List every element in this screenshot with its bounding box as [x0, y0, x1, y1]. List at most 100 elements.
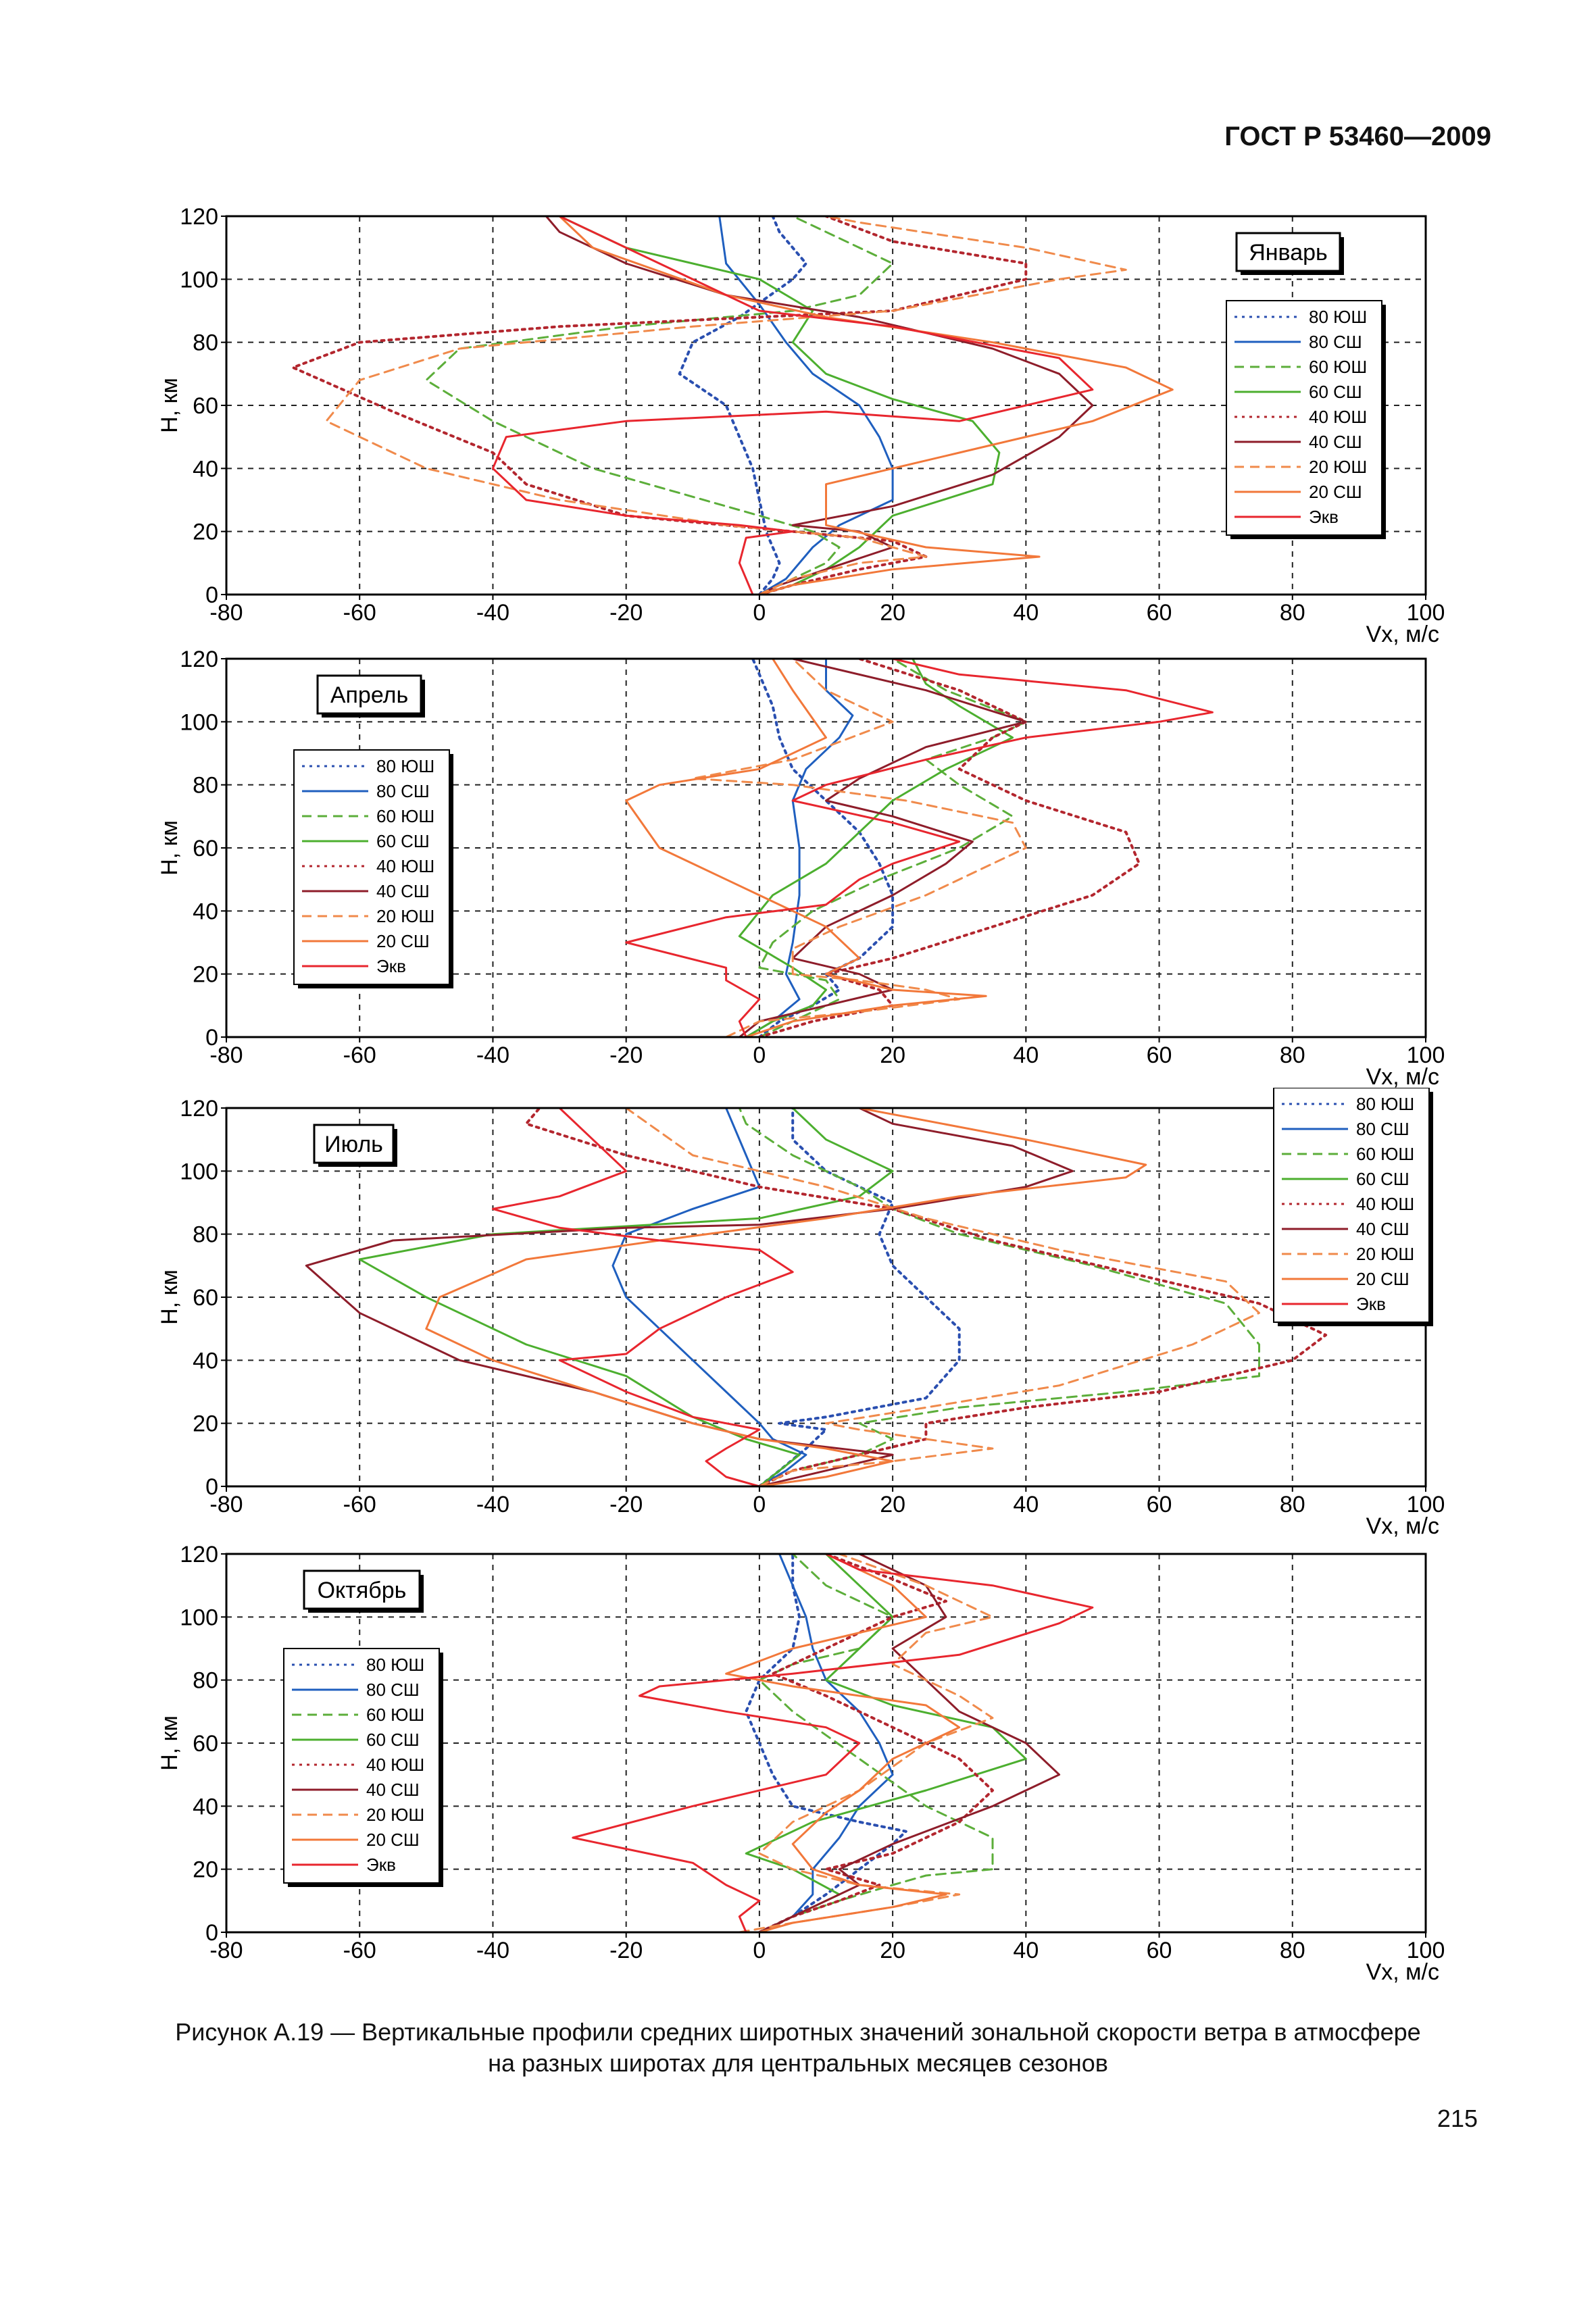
legend-label: Экв	[366, 1855, 396, 1875]
chart-title: Июль	[324, 1132, 383, 1157]
x-tick-label: -60	[343, 1492, 376, 1517]
y-tick-label: 80	[193, 773, 218, 799]
x-tick-label: 80	[1280, 1492, 1305, 1517]
y-axis-label: H, км	[157, 378, 182, 433]
legend-label: 80 ЮШ	[366, 1655, 424, 1675]
y-tick-label: 60	[193, 393, 218, 419]
x-axis-label: Vx, м/с	[1366, 1513, 1439, 1539]
x-tick-label: 40	[1013, 600, 1039, 626]
x-tick-label: -60	[343, 1042, 376, 1068]
series-line-20-СШ	[558, 216, 1174, 595]
legend-label: 40 ЮШ	[1356, 1194, 1414, 1214]
series-line-60-СШ	[738, 659, 1014, 1037]
x-tick-label: -80	[209, 600, 243, 626]
series-line-20-СШ	[425, 1108, 1147, 1486]
y-tick-label: 60	[193, 1731, 218, 1757]
x-tick-label: 100	[1407, 1492, 1445, 1517]
series-line-60-СШ	[558, 216, 1001, 595]
series-line-40-ЮШ	[757, 659, 1141, 1037]
y-tick-label: 100	[180, 1159, 218, 1184]
y-tick-label: 20	[193, 520, 218, 545]
legend-label: 20 ЮШ	[376, 906, 434, 926]
x-tick-label: -20	[609, 1492, 643, 1517]
series-line-Экв	[491, 1108, 794, 1486]
x-tick-label: 20	[880, 600, 905, 626]
y-tick-label: 120	[180, 1096, 218, 1122]
y-tick-label: 0	[205, 1474, 218, 1500]
series-group	[291, 216, 1174, 595]
legend-box	[1273, 1088, 1430, 1323]
x-tick-label: 60	[1147, 1042, 1172, 1068]
legend-label: Экв	[1309, 507, 1339, 527]
x-tick-label: 60	[1147, 1938, 1172, 1963]
series-group	[625, 659, 1214, 1037]
series-line-80-ЮШ	[751, 659, 895, 1037]
legend-label: 60 ЮШ	[1309, 357, 1367, 377]
x-tick-label: 0	[753, 1938, 766, 1963]
x-tick-label: -80	[209, 1938, 243, 1963]
legend-label: 80 СШ	[1309, 332, 1362, 352]
legend-label: 80 СШ	[366, 1680, 420, 1700]
series-line-40-ЮШ	[291, 216, 1028, 595]
series-line-80-СШ	[718, 216, 894, 595]
x-tick-label: 0	[753, 1042, 766, 1068]
x-tick-label: -60	[343, 600, 376, 626]
x-tick-label: 60	[1147, 1492, 1172, 1517]
series-line-40-ЮШ	[757, 1554, 994, 1932]
page-number: 215	[1437, 2105, 1478, 2132]
series-line-80-ЮШ	[757, 1108, 961, 1486]
chart-title: Январь	[1249, 240, 1328, 266]
x-tick-label: -80	[209, 1492, 243, 1517]
y-tick-label: 80	[193, 1222, 218, 1248]
legend-label: 20 СШ	[1309, 482, 1362, 502]
legend-label: 80 ЮШ	[1356, 1094, 1414, 1114]
legend-label: 60 СШ	[376, 831, 430, 851]
y-axis-label: H, км	[157, 1715, 182, 1771]
series-line-80-ЮШ	[745, 1554, 907, 1932]
y-tick-label: 60	[193, 1285, 218, 1311]
chart-title: Октябрь	[318, 1578, 407, 1603]
x-axis-label: Vx, м/с	[1366, 1064, 1439, 1090]
x-tick-label: -20	[609, 600, 643, 626]
y-tick-label: 120	[180, 647, 218, 672]
y-tick-label: 0	[205, 582, 218, 608]
x-tick-label: 100	[1407, 1042, 1445, 1068]
series-line-60-ЮШ	[425, 216, 894, 595]
x-tick-label: -80	[209, 1042, 243, 1068]
caption-line-1: Рисунок А.19 — Вертикальные профили сред…	[175, 2018, 1421, 2046]
series-line-80-СШ	[745, 659, 854, 1037]
x-tick-label: 80	[1280, 1938, 1305, 1963]
series-line-60-СШ	[358, 1108, 894, 1486]
x-tick-label: -20	[609, 1938, 643, 1963]
legend-label: Экв	[1356, 1294, 1386, 1314]
legend-label: 20 ЮШ	[1309, 457, 1367, 477]
x-tick-label: 80	[1280, 1042, 1305, 1068]
x-tick-label: 20	[880, 1042, 905, 1068]
series-line-20-СШ	[725, 1554, 961, 1932]
series-line-Экв	[491, 216, 1094, 595]
series-line-80-СШ	[758, 1554, 894, 1932]
title-box	[303, 1569, 421, 1610]
x-tick-label: 20	[880, 1492, 905, 1517]
document-id: ГОСТ Р 53460—2009	[1224, 122, 1491, 151]
legend-box	[293, 749, 450, 985]
y-tick-label: 20	[193, 962, 218, 988]
x-tick-label: 40	[1013, 1492, 1039, 1517]
legend-label: 80 ЮШ	[376, 756, 434, 776]
x-tick-label: 100	[1407, 600, 1445, 626]
legend-label: 20 СШ	[366, 1830, 420, 1850]
x-tick-label: 40	[1013, 1938, 1039, 1963]
y-tick-label: 80	[193, 330, 218, 356]
y-axis-label: H, км	[157, 820, 182, 876]
legend-label: 80 СШ	[1356, 1119, 1410, 1139]
legend-label: Экв	[376, 956, 406, 976]
y-tick-label: 120	[180, 204, 218, 230]
x-tick-label: -40	[476, 1492, 509, 1517]
chart-october: -80 -60 -40 -20 0 20 40 60 80 100 0 20 40 60 80 100 120 V…	[157, 1542, 1445, 1985]
series-line-Экв	[625, 659, 1214, 1037]
title-box	[313, 1124, 395, 1164]
y-tick-label: 60	[193, 836, 218, 861]
legend-label: 40 ЮШ	[1309, 407, 1367, 427]
chart-april: -80 -60 -40 -20 0 20 40 60 80 100 0 20 40 60 80 100 120 V…	[157, 647, 1445, 1090]
x-tick-label: 0	[753, 1492, 766, 1517]
